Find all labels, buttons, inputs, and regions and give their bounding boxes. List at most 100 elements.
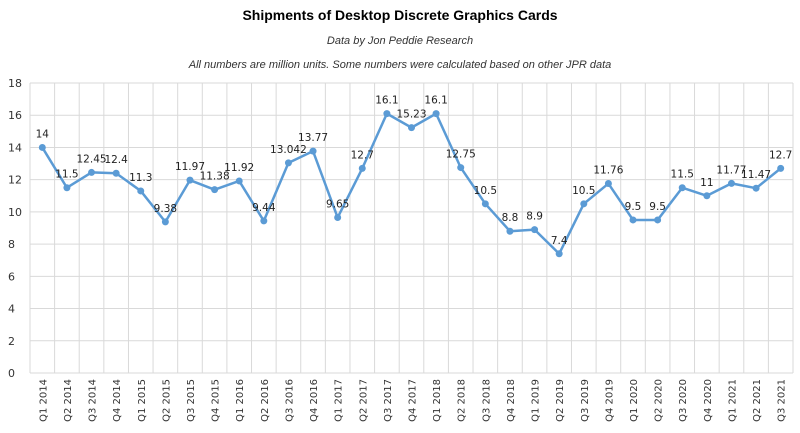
data-point — [629, 216, 637, 224]
x-tick-label: Q1 2018 — [432, 379, 443, 422]
data-label: 16.1 — [424, 95, 447, 107]
data-label: 12.7 — [351, 149, 374, 161]
data-point — [654, 216, 662, 224]
data-point — [112, 169, 120, 177]
x-tick-label: Q1 2021 — [727, 379, 738, 422]
x-tick-label: Q4 2019 — [604, 379, 615, 422]
data-point — [284, 159, 292, 167]
chart-note: All numbers are million units. Some numb… — [188, 59, 612, 71]
x-tick-label: Q4 2017 — [408, 379, 419, 422]
data-label: 16.1 — [375, 95, 398, 107]
data-point — [531, 226, 539, 234]
data-label: 8.8 — [502, 212, 519, 224]
data-point — [211, 186, 219, 194]
y-tick-label: 10 — [8, 206, 22, 219]
data-label: 9.5 — [625, 201, 642, 213]
data-point — [432, 110, 440, 118]
data-point — [506, 227, 514, 235]
data-label: 14 — [36, 128, 50, 140]
data-point — [88, 168, 96, 176]
data-label: 11.5 — [55, 169, 78, 181]
x-tick-label: Q1 2016 — [235, 379, 246, 422]
x-tick-label: Q4 2018 — [506, 379, 517, 422]
x-tick-label: Q3 2018 — [481, 379, 492, 422]
data-label: 7.4 — [551, 235, 568, 247]
y-tick-label: 4 — [8, 303, 15, 316]
x-tick-label: Q3 2014 — [88, 379, 99, 422]
x-tick-label: Q2 2015 — [161, 379, 172, 422]
data-label: 12.45 — [77, 153, 107, 165]
chart-subtitle: Data by Jon Peddie Research — [326, 35, 474, 47]
data-point — [38, 143, 46, 151]
y-tick-label: 16 — [8, 109, 22, 122]
data-label: 13.77 — [298, 132, 328, 144]
y-tick-label: 12 — [8, 174, 22, 187]
data-label: 8.9 — [526, 211, 543, 223]
data-label: 11.92 — [224, 162, 254, 174]
data-point — [777, 164, 785, 172]
y-tick-label: 6 — [8, 270, 15, 283]
data-label: 11 — [700, 177, 713, 189]
y-tick-label: 18 — [8, 77, 22, 90]
data-label: 9.65 — [326, 199, 349, 211]
data-label: 10.5 — [572, 185, 595, 197]
x-tick-label: Q2 2019 — [555, 379, 566, 422]
x-tick-label: Q3 2017 — [383, 379, 394, 422]
data-point — [727, 179, 735, 187]
x-tick-label: Q1 2019 — [531, 379, 542, 422]
x-tick-label: Q3 2015 — [186, 379, 197, 422]
data-label: 11.47 — [741, 169, 771, 181]
x-tick-label: Q2 2016 — [260, 379, 271, 422]
data-point — [703, 192, 711, 200]
y-tick-label: 0 — [8, 367, 15, 380]
data-label: 12.4 — [104, 154, 128, 166]
data-point — [161, 218, 169, 226]
x-tick-label: Q4 2015 — [211, 379, 222, 422]
data-point — [580, 200, 588, 208]
data-point — [481, 200, 489, 208]
data-label: 9.5 — [649, 201, 666, 213]
data-label: 13.042 — [270, 144, 307, 156]
data-label: 15.23 — [396, 109, 426, 121]
data-point — [186, 176, 194, 184]
data-point — [63, 184, 71, 192]
x-tick-label: Q3 2021 — [777, 379, 788, 422]
data-label: 10.5 — [474, 185, 497, 197]
data-point — [678, 184, 686, 192]
data-point — [334, 214, 342, 222]
data-label: 12.7 — [769, 149, 792, 161]
data-label: 11.38 — [200, 171, 230, 183]
x-tick-label: Q1 2015 — [137, 379, 148, 422]
data-point — [457, 164, 465, 172]
data-label: 12.75 — [446, 149, 476, 161]
x-tick-label: Q2 2018 — [457, 379, 468, 422]
data-label: 11.3 — [129, 172, 152, 184]
x-tick-label: Q4 2016 — [309, 379, 320, 422]
x-tick-label: Q2 2017 — [358, 379, 369, 422]
x-tick-label: Q4 2014 — [112, 379, 123, 422]
x-tick-label: Q3 2020 — [678, 379, 689, 422]
data-point — [309, 147, 317, 155]
data-label: 11.77 — [716, 164, 746, 176]
data-label: 11.5 — [671, 169, 694, 181]
x-tick-label: Q1 2020 — [629, 379, 640, 422]
y-tick-label: 2 — [8, 335, 15, 348]
x-tick-label: Q3 2019 — [580, 379, 591, 422]
y-tick-label: 8 — [8, 238, 15, 251]
data-label: 11.76 — [593, 165, 623, 177]
data-point — [358, 164, 366, 172]
data-label: 9.38 — [154, 203, 177, 215]
y-tick-label: 14 — [8, 141, 22, 154]
x-tick-label: Q3 2016 — [284, 379, 295, 422]
data-label: 9.44 — [252, 202, 276, 214]
chart-title: Shipments of Desktop Discrete Graphics C… — [242, 7, 558, 23]
data-point — [235, 177, 243, 185]
x-tick-label: Q2 2020 — [654, 379, 665, 422]
x-tick-label: Q1 2014 — [38, 379, 49, 422]
data-point — [752, 184, 760, 192]
data-point — [604, 180, 612, 188]
x-tick-label: Q2 2021 — [752, 379, 763, 422]
data-label: 11.97 — [175, 161, 205, 173]
x-tick-label: Q1 2017 — [334, 379, 345, 422]
